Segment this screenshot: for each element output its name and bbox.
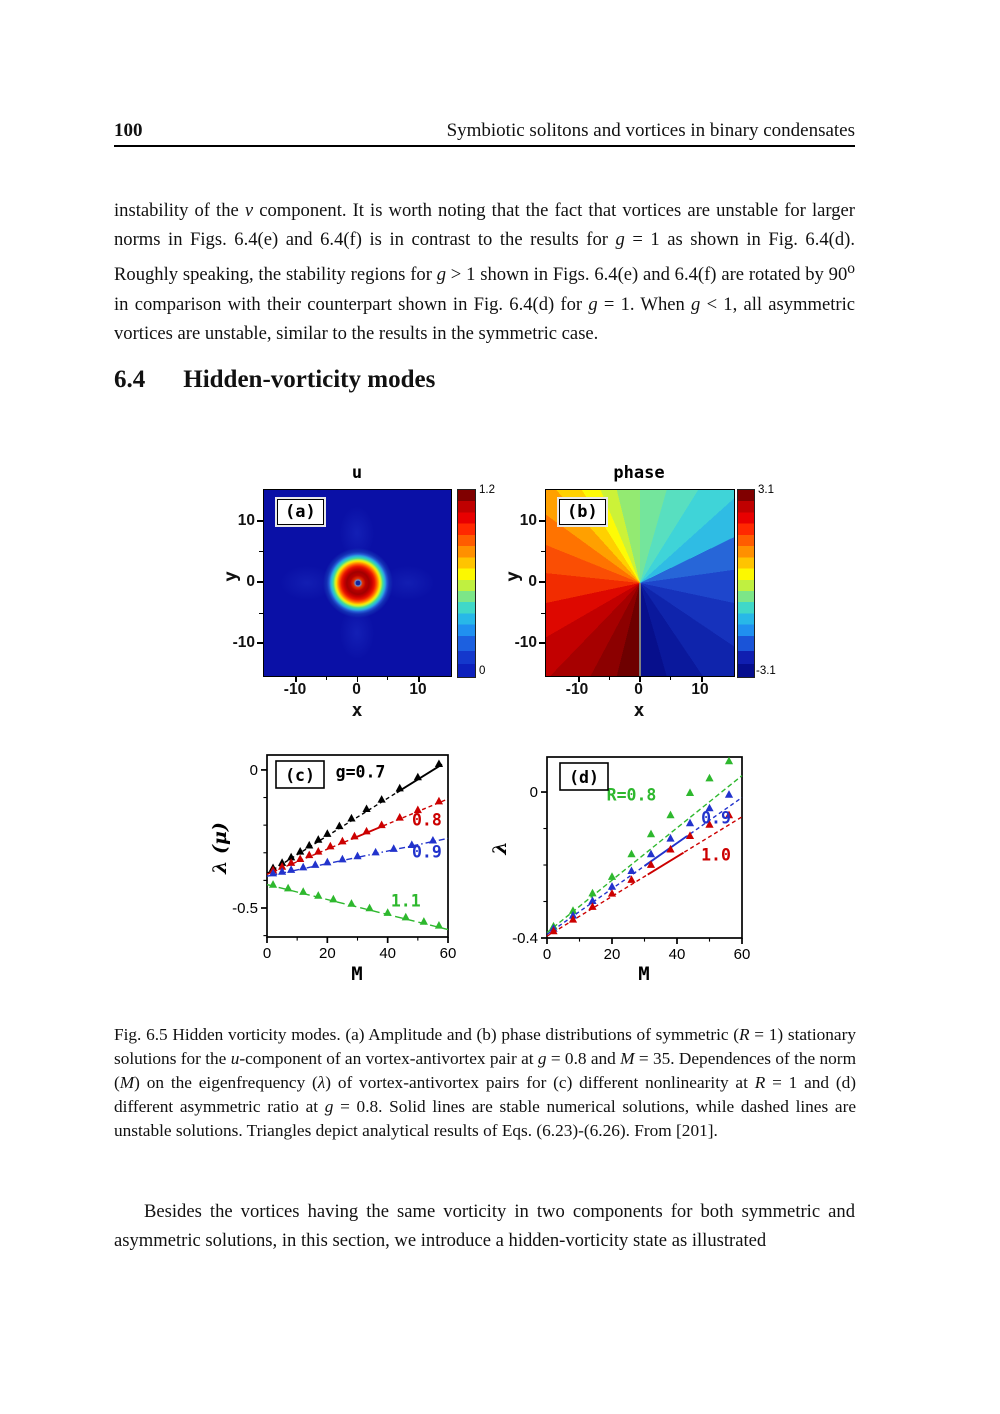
svg-text:0: 0 [250,762,258,779]
vortex-ring [308,533,407,633]
panel-a-xlabel: x [351,700,363,721]
svg-text:g=0.7: g=0.7 [336,762,386,781]
tick-mark [387,676,389,680]
svg-text:(d): (d) [569,768,599,787]
panel-a-heatmap: (a) [263,489,452,677]
svg-text:20: 20 [319,945,336,962]
panel-d-chart: 0 20 40 60 0 -0.4 R=0.8 0.9 1.0 (d) Mλ [490,756,750,985]
panel-b-ytick: -10 [514,634,537,651]
tick-mark [578,676,580,682]
page-number: 100 [114,120,143,141]
phase-branch-cut [639,583,641,676]
svg-text:0: 0 [543,946,551,963]
panel-a-xtick: 10 [409,681,427,698]
panel-a-letter: (a) [277,499,324,525]
tick-mark [538,581,545,583]
svg-text:0.9: 0.9 [701,808,731,827]
panel-a-colorbar [457,489,476,678]
panel-b-heatmap: (b) [545,489,735,677]
running-header: 100 Symbiotic solitons and vortices in b… [114,120,855,142]
tick-mark [541,551,545,553]
tick-mark [325,676,327,680]
svg-text:λ (μ): λ (μ) [210,822,231,875]
panel-b-colorbar-max: 3.1 [758,484,774,496]
panel-b-xtick: 10 [691,681,709,698]
svg-text:-0.4: -0.4 [512,930,538,947]
tick-mark [256,581,263,583]
running-title: Symbiotic solitons and vortices in binar… [446,120,855,141]
panel-a-xtick: 0 [352,681,361,698]
svg-text:R=0.8: R=0.8 [607,785,657,804]
tick-mark [541,612,545,614]
svg-text:0: 0 [263,945,271,962]
svg-text:M: M [351,963,362,985]
figure-caption: Fig. 6.5 Hidden vorticity modes. (a) Amp… [114,1025,857,1141]
svg-text:(c): (c) [285,766,315,785]
svg-text:40: 40 [379,945,396,962]
tick-mark [256,642,263,645]
panel-a-ytick: -10 [232,634,255,651]
tick-mark [538,642,545,645]
section-title: Hidden-vorticity modes [183,366,436,393]
svg-text:1.0: 1.0 [701,846,731,865]
tick-mark [639,676,641,682]
panel-b-title: phase [613,463,665,483]
section-number: 6.4 [114,366,146,393]
panel-b-xlabel: x [633,700,645,721]
tick-mark [256,520,263,522]
tick-mark [259,612,263,614]
panel-a-title: u [351,463,363,483]
svg-text:20: 20 [604,946,621,963]
tick-mark [356,676,359,682]
panel-a-colorbar-max: 1.2 [479,484,495,496]
section-heading: 6.4 Hidden-vorticity modes [114,366,435,394]
paragraph-instability: instability of the v component. It is wo… [114,199,856,345]
tick-mark [701,676,703,682]
tick-mark [608,676,610,680]
header-rule [114,145,855,147]
panel-a-ytick: 0 [246,573,255,590]
panel-a-ytick: 10 [237,512,255,529]
panel-b-colorbar [737,489,755,678]
panel-b-xtick: -10 [565,681,589,698]
svg-text:0: 0 [530,784,538,801]
tick-mark [295,676,297,682]
panel-a-xtick: -10 [283,681,307,698]
panel-b-ytick: 10 [519,512,537,529]
tick-mark [670,676,672,680]
svg-text:0.8: 0.8 [412,810,442,829]
tick-mark [418,676,420,682]
panel-b-xtick: 0 [634,681,643,698]
svg-text:λ: λ [490,841,511,855]
svg-text:0.9: 0.9 [412,842,442,861]
paragraph-besides: Besides the vortices having the same vor… [114,1200,855,1251]
panel-b-ytick: 0 [528,573,537,590]
figure-panel-b: phase y (b) 10 0 -10 -10 0 10 x 3.1 -3.1 [503,462,796,742]
svg-text:60: 60 [440,945,457,962]
figure-panel-a: u y (a) 10 0 -10 -10 0 10 x 1.2 0 [221,462,514,742]
panel-c-chart: 0 20 40 60 0 -0.5 g=0.7 0.8 0.9 1.1 (c) Mλ (μ) [210,754,457,985]
tick-mark [259,551,263,553]
svg-text:60: 60 [734,946,750,963]
svg-text:M: M [638,963,649,985]
svg-text:-0.5: -0.5 [232,900,258,917]
panel-b-letter: (b) [559,499,606,525]
svg-text:1.1: 1.1 [391,891,421,910]
tick-mark [538,520,545,522]
panel-b-colorbar-min: -3.1 [756,665,776,677]
svg-text:40: 40 [669,946,686,963]
panel-a-colorbar-min: 0 [479,665,486,677]
